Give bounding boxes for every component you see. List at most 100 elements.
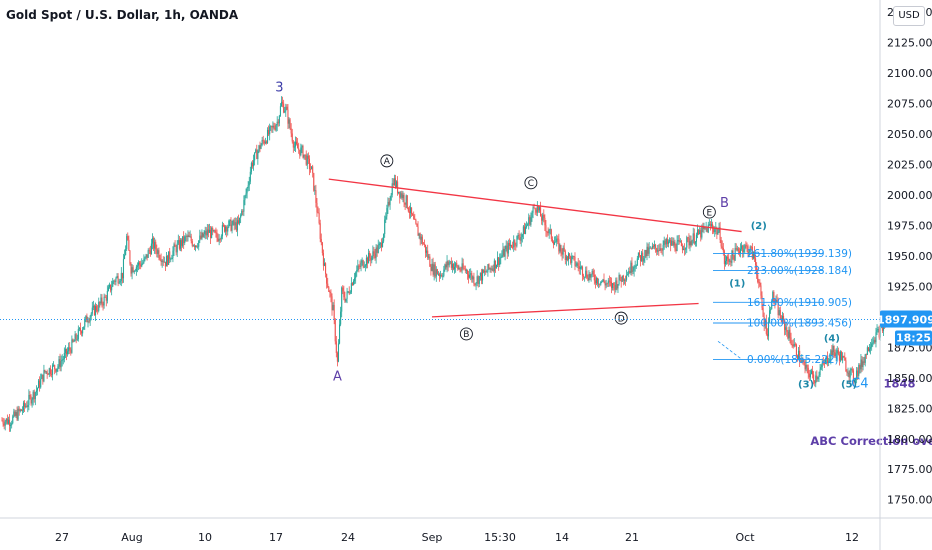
candle-body (17, 408, 19, 420)
candle-body (180, 240, 183, 246)
candle-body (241, 210, 243, 216)
candle-body (56, 368, 58, 372)
candle-body (179, 240, 181, 249)
candle-body (171, 257, 173, 260)
candle-body (160, 259, 162, 263)
candle-body (739, 248, 742, 254)
candle-body (417, 226, 419, 236)
time-axis[interactable]: 27 Aug 10 17 24 Sep 15:30 14 21 Oct 12 (0, 517, 932, 544)
sub-wave-label: (2) (751, 221, 767, 232)
candle-body (814, 380, 816, 384)
candle-body (752, 251, 754, 259)
candle-body (8, 419, 11, 426)
candle-body (824, 359, 826, 364)
candle-body (382, 241, 384, 247)
candle-body (650, 247, 652, 249)
candle-body (796, 355, 799, 360)
candle-body (365, 257, 367, 266)
candle-body (489, 268, 491, 270)
candle-body (71, 339, 73, 353)
trendline (328, 178, 742, 233)
candle-body (442, 275, 444, 277)
candle-body (315, 190, 317, 203)
time-tick-label: 21 (625, 531, 639, 544)
candle-body (409, 207, 412, 213)
candle-body (576, 263, 578, 266)
candle-body (130, 263, 132, 274)
candle-body (802, 359, 804, 362)
candle-body (641, 252, 643, 262)
candle-body (144, 256, 146, 259)
candle-body (519, 238, 521, 241)
candle-body (45, 371, 47, 373)
candle-body (211, 227, 213, 239)
candle-body (108, 284, 111, 288)
price-tick-label: 2025.000 (887, 159, 932, 172)
candle-body (512, 246, 514, 248)
candle-body (134, 270, 136, 272)
candle-body (458, 268, 460, 270)
candle-body (800, 361, 802, 363)
candle-body (527, 223, 529, 226)
candle-body (26, 405, 28, 407)
candle-body (139, 262, 141, 265)
candle-body (349, 292, 351, 294)
candle-body (844, 357, 846, 361)
candle-body (155, 241, 157, 250)
candle-body (463, 268, 465, 270)
candle-body (586, 270, 588, 278)
price-tick-label: 1925.000 (887, 280, 932, 293)
candle-body (36, 388, 39, 391)
candle-body (394, 178, 396, 187)
candle-body (600, 281, 602, 285)
candle-body (422, 243, 424, 245)
wave-label: B (720, 196, 729, 211)
candle-body (847, 372, 849, 374)
candle-body (858, 364, 860, 376)
candle-body (154, 241, 156, 249)
candle-body (762, 307, 764, 317)
candle-body (83, 326, 85, 330)
candle-body (536, 206, 538, 213)
candle-body (473, 276, 475, 285)
candle-body (685, 247, 687, 250)
candle-body (856, 370, 858, 379)
candle-body (666, 239, 668, 244)
candle-body (678, 240, 680, 242)
candle-body (659, 248, 661, 251)
candle-body (604, 282, 606, 286)
candle-body (724, 260, 727, 265)
triangle-trendlines (328, 178, 742, 318)
candle-body (757, 274, 759, 283)
candle-body (76, 339, 78, 340)
candle-body (882, 325, 885, 331)
candle-body (763, 316, 765, 326)
candle-body (101, 297, 103, 305)
candle-body (54, 365, 56, 369)
candle-body (842, 356, 844, 361)
candle-body (389, 200, 391, 205)
circle-outline (524, 176, 538, 190)
candle-body (562, 247, 564, 255)
candle-body (845, 360, 847, 372)
time-tick-label: Aug (121, 531, 142, 544)
time-tick-label: 27 (55, 531, 69, 544)
candle-body (714, 229, 716, 233)
candle-body (756, 264, 758, 275)
candle-body (495, 265, 498, 269)
candle-body (343, 290, 345, 298)
candle-body (380, 243, 383, 247)
candle-body (526, 225, 528, 228)
candle-body (660, 248, 662, 250)
candle-body (627, 274, 629, 276)
candle-body (93, 305, 95, 316)
candle-body (636, 258, 638, 266)
candle-body (551, 239, 553, 242)
currency-button[interactable]: USD (893, 6, 925, 26)
time-tick-label: 17 (269, 531, 283, 544)
price-axis[interactable]: 1750.000 1775.000 1800.000 1825.000 1850.000… (879, 0, 932, 550)
candle-body (79, 328, 82, 332)
time-tick-label: 10 (198, 531, 212, 544)
current-price-badge: 1897.909 18:25 (877, 310, 932, 346)
